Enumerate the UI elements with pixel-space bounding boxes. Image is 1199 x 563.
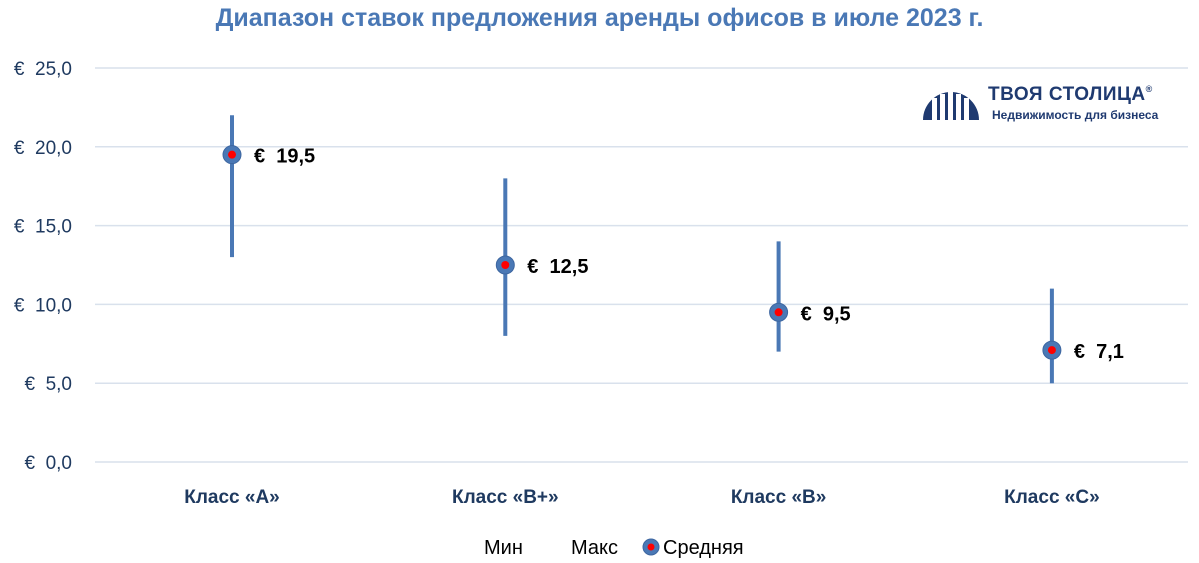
x-tick-label: Класс «B+» [452,487,559,508]
legend: Мин Макс Средняя [484,537,744,559]
average-marker-dot [228,150,236,159]
gridlines [95,67,1188,463]
legend-label-max: Макс [571,537,618,559]
legend-label-min: Мин [484,537,523,559]
chart-title: Диапазон ставок предложения аренды офисо… [215,4,984,32]
data-label: € 9,5 [801,303,851,325]
average-marker-dot [501,261,510,269]
data-label: € 7,1 [1074,341,1124,363]
y-tick-label: € 5,0 [24,374,72,395]
y-tick-label: € 25,0 [14,59,72,80]
y-tick-label: € 0,0 [24,453,72,474]
average-marker-dot [1047,346,1056,355]
y-tick-label: € 15,0 [14,217,72,238]
x-tick-label: Класс «C» [1004,487,1100,508]
logo-name: ТВОЯ СТОЛИЦА® [988,84,1153,105]
logo-tagline: Недвижимость для бизнеса [992,108,1159,122]
average-marker-dot [774,308,783,317]
y-axis-ticks: € 0,0 € 5,0 € 10,0 € 15,0 € 20,0 € 25,0 [14,59,72,474]
data-label: € 19,5 [254,146,315,168]
y-tick-label: € 10,0 [14,295,72,316]
company-logo: ТВОЯ СТОЛИЦА® Недвижимость для бизнеса [922,76,1182,122]
x-axis-ticks: Класс «A» Класс «B+» Класс «B» Класс «C» [184,487,1099,508]
x-tick-label: Класс «A» [184,487,280,508]
data-label: € 12,5 [527,256,588,278]
building-logo-icon [923,80,979,120]
y-tick-label: € 20,0 [14,138,72,159]
x-tick-label: Класс «B» [731,487,827,508]
legend-label-avg: Средняя [663,537,744,559]
series: € 19,5 € 12,5 € 9,5 € 7,1 [222,115,1124,384]
legend-marker-dot [647,543,655,551]
